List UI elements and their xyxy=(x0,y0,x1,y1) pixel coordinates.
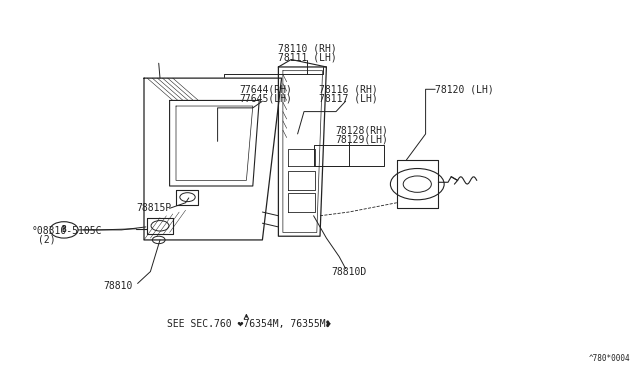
Text: 78111 (LH): 78111 (LH) xyxy=(278,53,337,62)
Text: B: B xyxy=(61,225,67,234)
Text: 78110 (RH): 78110 (RH) xyxy=(278,44,337,53)
Text: 78810: 78810 xyxy=(104,282,133,291)
Text: 78116 (RH): 78116 (RH) xyxy=(319,84,378,94)
Text: ^780*0004: ^780*0004 xyxy=(589,354,630,363)
Text: 78129(LH): 78129(LH) xyxy=(335,135,388,144)
Text: 78810D: 78810D xyxy=(331,267,367,276)
Text: 77645(LH): 77645(LH) xyxy=(239,94,292,103)
Text: 77644(RH): 77644(RH) xyxy=(239,84,292,94)
Text: °08310-5105C: °08310-5105C xyxy=(32,226,102,235)
Text: 78128(RH): 78128(RH) xyxy=(335,125,388,135)
Text: SEE SEC.760 ❤76354M, 76355M❥: SEE SEC.760 ❤76354M, 76355M❥ xyxy=(167,319,332,328)
Text: 78815P: 78815P xyxy=(136,203,172,213)
Text: (2): (2) xyxy=(38,235,56,245)
Text: 78120 (LH): 78120 (LH) xyxy=(435,84,494,94)
Text: 78117 (LH): 78117 (LH) xyxy=(319,94,378,103)
